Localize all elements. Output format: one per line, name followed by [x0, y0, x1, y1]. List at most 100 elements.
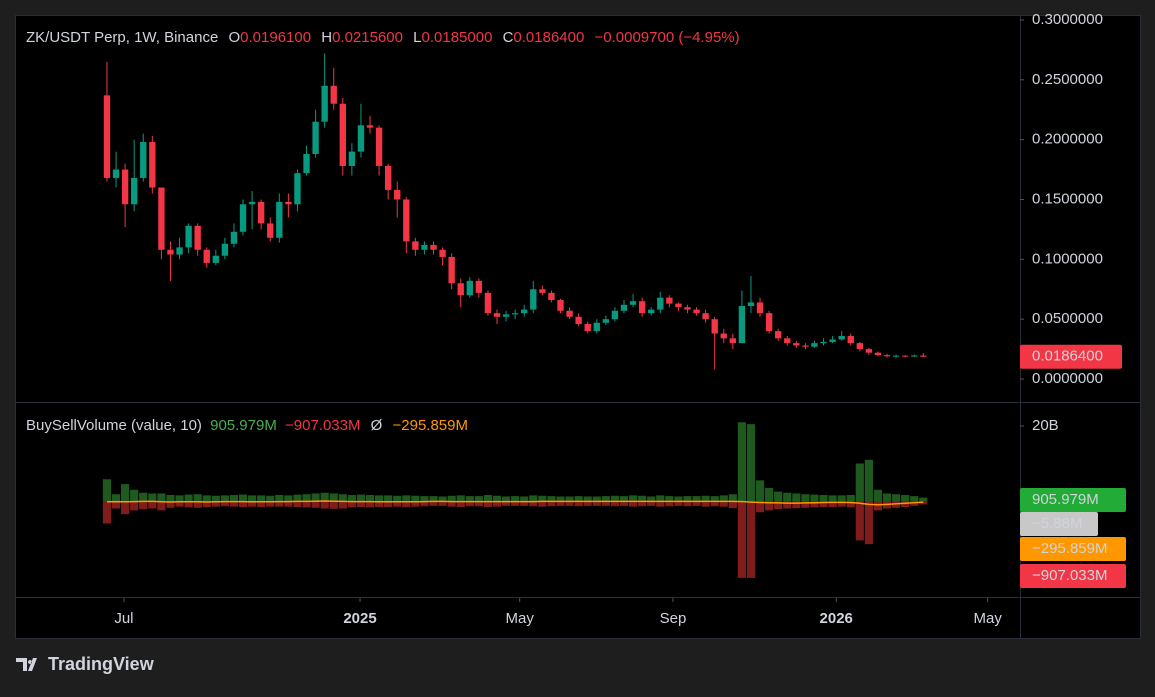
volume-bar	[365, 501, 375, 508]
volume-bar	[266, 501, 275, 507]
candle-body	[838, 335, 845, 340]
volume-bar	[393, 501, 402, 507]
volume-bar	[257, 495, 266, 502]
candle-body	[194, 225, 201, 250]
volume-bar	[901, 495, 910, 502]
volume-bar	[465, 496, 474, 502]
candle-body	[702, 313, 709, 320]
volume-bar	[329, 493, 338, 502]
candle-body	[330, 85, 337, 104]
volume-bar	[121, 484, 130, 502]
volume-bar	[429, 496, 438, 502]
volume-bar	[765, 487, 774, 502]
candle-body	[575, 316, 582, 324]
candle-body	[511, 313, 519, 315]
volume-bar	[238, 494, 248, 502]
volume-bar	[492, 501, 502, 507]
candle-body	[475, 280, 483, 293]
value-badge-label: −5.88M	[1032, 515, 1082, 532]
volume-bar	[211, 501, 220, 507]
volume-bar	[538, 501, 547, 507]
volume-bar	[520, 496, 529, 502]
candle-body	[502, 314, 510, 317]
volume-bar	[483, 495, 493, 502]
x-tick-label: May	[506, 610, 535, 627]
candle-body	[203, 249, 210, 263]
candle-body	[466, 280, 473, 296]
ma-legend: −295.859M	[393, 417, 468, 434]
value-badge	[1020, 564, 1126, 588]
ma-line	[106, 500, 924, 506]
volume-bar	[565, 496, 574, 502]
volume-bar	[347, 495, 356, 502]
volume-bar	[275, 495, 284, 502]
volume-bar	[574, 501, 583, 507]
volume-bar	[338, 501, 347, 509]
volume-bar	[384, 501, 393, 508]
volume-bar	[456, 501, 465, 508]
volume-bar	[828, 495, 837, 502]
volume-bar	[193, 494, 202, 502]
candle-body	[765, 313, 773, 332]
volume-bar	[592, 501, 601, 506]
h-value: 0.0215600	[332, 29, 403, 46]
volume-bar	[130, 489, 139, 502]
volume-bar	[919, 497, 928, 502]
volume-bar	[683, 496, 692, 502]
candle-body	[239, 204, 247, 232]
volume-bar	[511, 501, 520, 506]
volume-bar	[601, 501, 610, 506]
y-tick-label: 0.0000000	[1032, 370, 1103, 387]
volume-bar	[592, 496, 601, 502]
volume-bar	[139, 501, 148, 510]
candle-body	[883, 355, 891, 357]
volume-bar	[474, 496, 483, 502]
volume-bar	[184, 494, 193, 502]
volume-bar	[356, 494, 366, 502]
volume-bar	[111, 501, 121, 509]
candle-body	[257, 201, 265, 224]
candle-body	[493, 313, 501, 317]
volume-bar	[565, 501, 574, 506]
value-badge	[1020, 488, 1126, 512]
candle-body	[176, 247, 183, 255]
candle-body	[457, 283, 464, 296]
volume-bar	[384, 495, 393, 502]
candle-body	[294, 173, 301, 205]
candle-body	[711, 319, 718, 334]
volume-bar	[148, 501, 157, 509]
volume-bar	[456, 495, 465, 502]
volume-bar	[719, 495, 728, 502]
candle-body	[530, 289, 537, 310]
volume-bar	[755, 501, 765, 513]
volume-bar	[728, 494, 737, 502]
candle-body	[403, 199, 410, 242]
volume-bar	[202, 495, 211, 502]
volume-bar	[701, 501, 710, 507]
volume-bar	[783, 492, 792, 502]
candle-body	[339, 103, 346, 166]
candle-body	[185, 225, 192, 248]
volume-bar	[229, 501, 239, 507]
candle-body	[638, 301, 646, 314]
volume-bar	[148, 493, 157, 502]
volume-bar	[810, 494, 819, 502]
y-tick-label: 20B	[1032, 417, 1059, 434]
candle-body	[629, 301, 637, 305]
o-value: 0.0196100	[240, 29, 311, 46]
volume-bar	[656, 501, 665, 507]
candle-body	[747, 302, 755, 307]
volume-bar	[130, 501, 139, 511]
volume-bar	[356, 501, 366, 508]
candle-body	[167, 249, 174, 255]
candle-body	[602, 319, 610, 323]
volume-bar	[157, 501, 166, 511]
candle-body	[911, 355, 918, 357]
volume-bar	[601, 496, 610, 502]
volume-bar	[801, 501, 810, 508]
volume-bar	[229, 495, 239, 502]
volume-bar	[846, 495, 855, 502]
candle-body	[566, 310, 573, 317]
